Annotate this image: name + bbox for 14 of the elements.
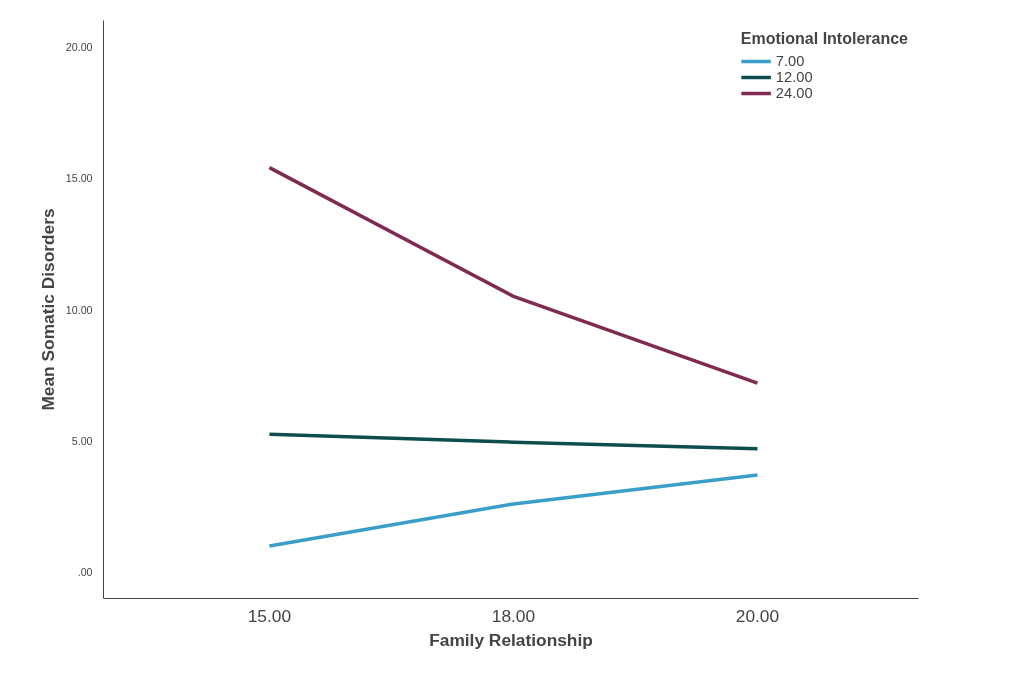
y-tick-label: 5.00 bbox=[71, 434, 93, 447]
x-tick-label: 15.00 bbox=[247, 605, 292, 626]
legend-label: 24.00 bbox=[775, 85, 813, 101]
y-tick-label: 20.00 bbox=[65, 40, 93, 53]
x-tick-label: 20.00 bbox=[735, 605, 780, 626]
y-axis-title: Mean Somatic Disorders bbox=[37, 208, 58, 411]
y-tick-label: 15.00 bbox=[65, 172, 93, 185]
x-axis-title: Family Relationship bbox=[429, 629, 593, 650]
y-tick-label: 10.00 bbox=[65, 303, 93, 316]
x-tick-label: 18.00 bbox=[491, 605, 536, 626]
y-tick-label: .00 bbox=[77, 566, 93, 579]
legend-label: 7.00 bbox=[775, 53, 805, 69]
legend-title: Emotional Intolerance bbox=[740, 30, 908, 48]
legend-label: 12.00 bbox=[775, 69, 813, 85]
